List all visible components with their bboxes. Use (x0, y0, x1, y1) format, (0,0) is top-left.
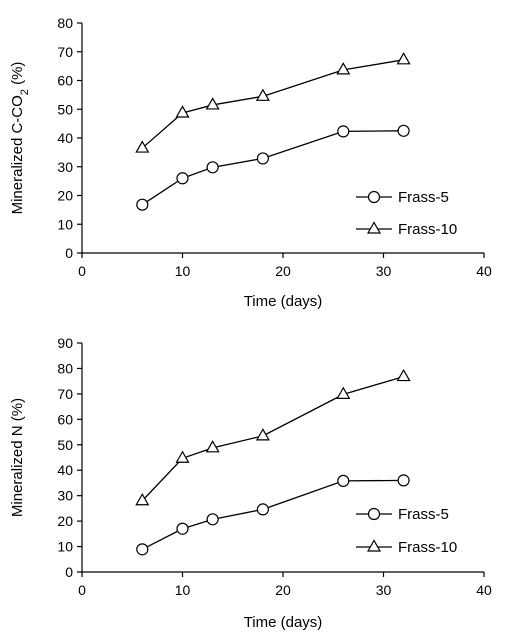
legend-marker (366, 221, 382, 234)
y-axis-label-subscript: 2 (19, 89, 31, 95)
series-line (141, 130, 404, 206)
legend-marker (366, 539, 382, 552)
data-point (337, 125, 350, 138)
y-tick-label: 0 (65, 564, 73, 580)
chart-2: 0 10 20 30 40 50 60 70 80 90 0 10 20 30 40 Time (days) M… (9, 335, 492, 631)
y-axis-label-main: Mineralized N (%) (9, 398, 26, 517)
y-tick-label: 0 (65, 245, 73, 261)
data-point (176, 172, 189, 185)
data-point (337, 474, 350, 488)
x-tick-label: 40 (476, 582, 492, 598)
data-point (256, 503, 269, 516)
y-axis-label: Mineralized C-CO2 (%) (9, 62, 31, 215)
data-point (255, 428, 270, 441)
y-tick-label: 40 (57, 130, 73, 146)
x-tick-label: 0 (78, 263, 86, 279)
y-axis-label-main: Mineralized C-CO (9, 95, 26, 214)
legend-entry-frass-5: Frass-5 (356, 189, 449, 206)
data-point (396, 52, 411, 65)
x-tick-label: 20 (275, 263, 291, 279)
legend-label: Frass-5 (398, 506, 449, 523)
y-axis-label-suffix: (%) (9, 62, 26, 90)
series-frass-5 (136, 474, 410, 556)
y-axis-label: Mineralized N (%) (9, 398, 26, 517)
legend-marker (367, 190, 381, 204)
x-tick-label: 0 (78, 582, 86, 598)
chart-1: 0 10 20 30 40 50 60 70 80 0 10 20 30 40 Time (days) Min… (9, 15, 492, 310)
data-point (206, 513, 219, 526)
y-tick-label: 60 (57, 411, 73, 427)
y-tick-label: 30 (57, 488, 73, 504)
series-line (141, 59, 404, 149)
x-tick-label: 10 (175, 582, 191, 598)
x-tick-label: 10 (175, 263, 191, 279)
data-point (136, 198, 149, 211)
data-point (255, 88, 270, 101)
legend-entry-frass-5: Frass-5 (356, 506, 449, 523)
data-point (256, 152, 269, 165)
x-axis-label: Time (days) (244, 614, 323, 631)
data-point (205, 97, 220, 110)
y-tick-label: 60 (57, 73, 73, 89)
data-point (136, 543, 149, 556)
y-tick-label: 50 (57, 101, 73, 117)
series-frass-5 (136, 124, 410, 211)
legend-label: Frass-10 (398, 539, 457, 556)
y-tick-label: 20 (57, 513, 73, 529)
legend-marker (367, 507, 381, 521)
data-point (135, 493, 150, 506)
data-point (205, 440, 220, 453)
y-tick-label: 40 (57, 462, 73, 478)
y-tick-label: 30 (57, 159, 73, 175)
data-point (397, 474, 410, 487)
series-frass-10 (135, 368, 411, 506)
data-point (336, 386, 351, 399)
series-line (142, 479, 404, 550)
y-tick-label: 70 (57, 386, 73, 402)
legend-label: Frass-10 (398, 221, 457, 238)
data-point (135, 140, 150, 153)
data-point (397, 124, 410, 137)
y-tick-label: 80 (57, 360, 73, 376)
y-tick-label: 70 (57, 44, 73, 60)
y-tick-label: 10 (57, 539, 73, 555)
x-tick-label: 40 (476, 263, 492, 279)
legend-label: Frass-5 (398, 189, 449, 206)
y-tick-label: 80 (57, 15, 73, 31)
x-tick-label: 30 (376, 582, 392, 598)
data-point (206, 161, 219, 174)
legend-entry-frass-10: Frass-10 (356, 539, 457, 556)
x-tick-label: 30 (376, 263, 392, 279)
y-tick-label: 10 (57, 216, 73, 232)
data-point (175, 105, 190, 118)
data-point (175, 450, 190, 463)
legend-entry-frass-10: Frass-10 (356, 221, 457, 238)
series-line (141, 375, 404, 502)
y-tick-label: 50 (57, 437, 73, 453)
y-tick-label: 90 (57, 335, 73, 351)
x-axis-label: Time (days) (244, 293, 323, 310)
data-point (176, 522, 189, 535)
x-tick-label: 20 (275, 582, 291, 598)
data-point (336, 62, 351, 75)
data-point (396, 368, 411, 382)
series-frass-10 (135, 52, 411, 153)
y-tick-label: 20 (57, 188, 73, 204)
